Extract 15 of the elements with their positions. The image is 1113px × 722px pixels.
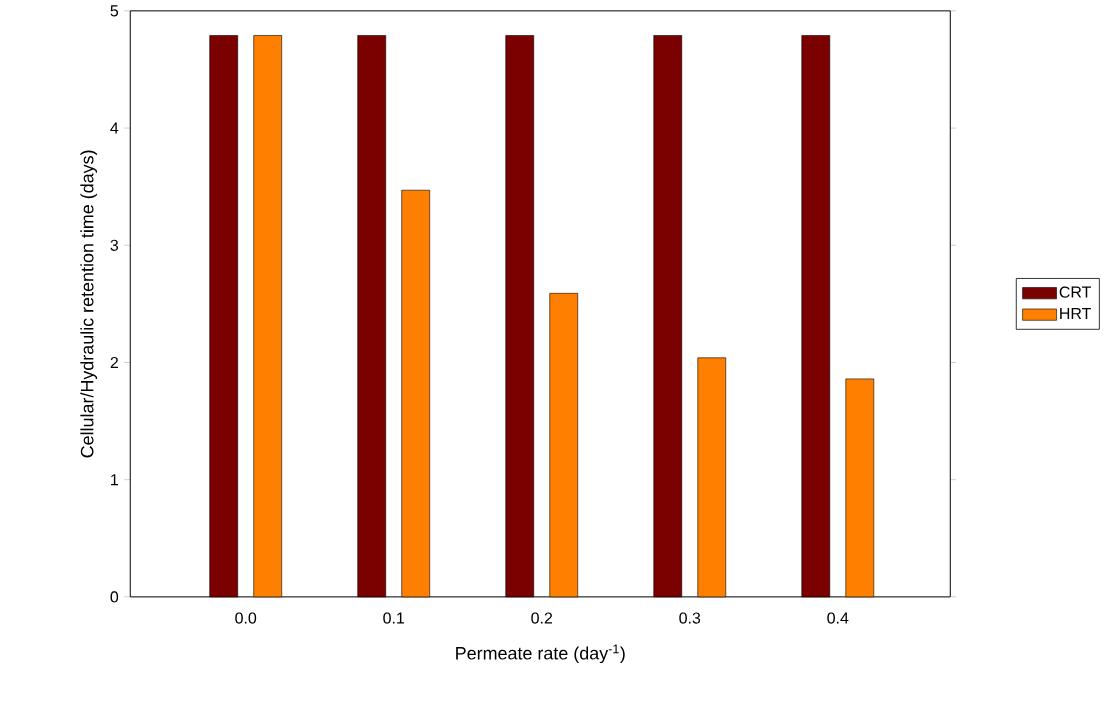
y-tick-label: 5 <box>110 5 119 17</box>
legend-label: HRT <box>1060 307 1091 319</box>
y-tick-label: 0 <box>110 591 119 603</box>
y-tick-label: 4 <box>110 122 119 134</box>
x-tick-label: 0.4 <box>827 612 849 624</box>
y-tick-label: 2 <box>110 356 118 368</box>
x-tick-label: 0.2 <box>531 612 553 624</box>
x-tick-label: 0.0 <box>235 612 257 624</box>
y-tick-label: 1 <box>111 474 118 486</box>
x-tick-label: 0.3 <box>679 612 701 624</box>
legend-label: CRT <box>1059 286 1091 298</box>
y-axis-title: Cellular/Hydraulic retention time (days) <box>80 150 98 458</box>
x-axis-title: Permeate rate (day$^{-1}$) <box>456 644 625 663</box>
y-tick-label: 3 <box>110 239 119 251</box>
x-tick-label: 0.1 <box>383 612 405 624</box>
